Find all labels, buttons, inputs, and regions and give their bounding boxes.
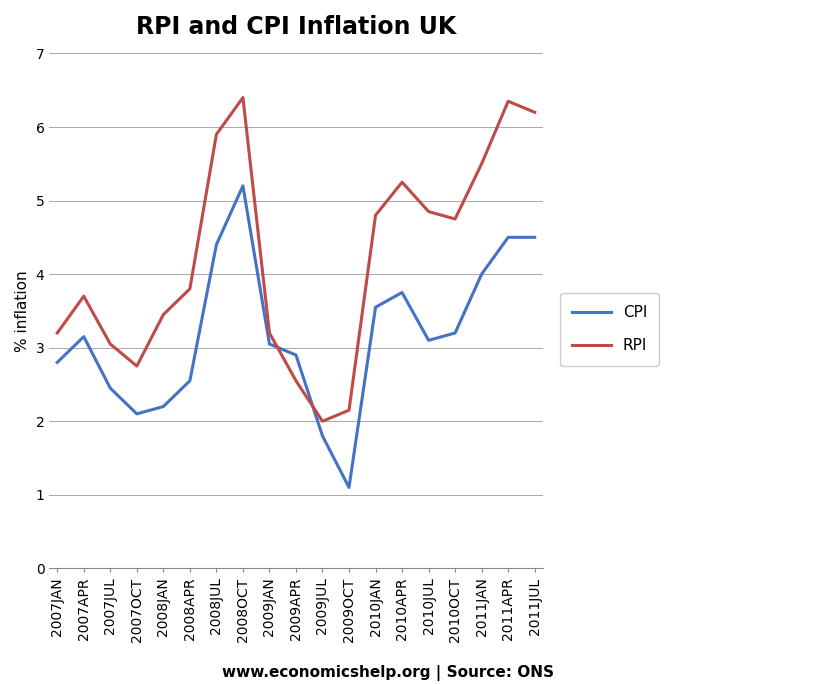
RPI: [450, 215, 460, 223]
RPI: [159, 311, 169, 319]
RPI: [132, 362, 142, 370]
RPI: [477, 159, 487, 168]
CPI: [132, 410, 142, 418]
Line: CPI: CPI: [57, 186, 534, 488]
Legend: CPI, RPI: CPI, RPI: [560, 293, 659, 365]
CPI: [78, 332, 88, 341]
CPI: [450, 329, 460, 337]
CPI: [424, 337, 434, 345]
CPI: [477, 270, 487, 278]
Text: www.economicshelp.org | Source: ONS: www.economicshelp.org | Source: ONS: [222, 665, 554, 681]
CPI: [503, 233, 513, 241]
RPI: [52, 329, 62, 337]
RPI: [317, 417, 327, 425]
RPI: [291, 377, 301, 385]
CPI: [264, 340, 274, 348]
RPI: [185, 285, 195, 293]
CPI: [529, 233, 539, 241]
RPI: [503, 97, 513, 105]
CPI: [185, 377, 195, 385]
CPI: [106, 384, 116, 392]
RPI: [78, 292, 88, 300]
RPI: [424, 207, 434, 215]
RPI: [106, 340, 116, 348]
CPI: [291, 351, 301, 359]
CPI: [397, 289, 407, 297]
CPI: [317, 432, 327, 440]
Title: RPI and CPI Inflation UK: RPI and CPI Inflation UK: [135, 15, 456, 39]
Y-axis label: % inflation: % inflation: [15, 270, 30, 352]
RPI: [211, 130, 221, 138]
CPI: [211, 241, 221, 249]
CPI: [344, 484, 354, 492]
RPI: [397, 178, 407, 186]
CPI: [159, 402, 169, 410]
RPI: [529, 108, 539, 116]
RPI: [264, 329, 274, 337]
RPI: [238, 94, 248, 102]
CPI: [52, 358, 62, 367]
RPI: [371, 211, 381, 220]
Line: RPI: RPI: [57, 98, 534, 421]
RPI: [344, 406, 354, 415]
CPI: [238, 182, 248, 190]
CPI: [371, 303, 381, 311]
